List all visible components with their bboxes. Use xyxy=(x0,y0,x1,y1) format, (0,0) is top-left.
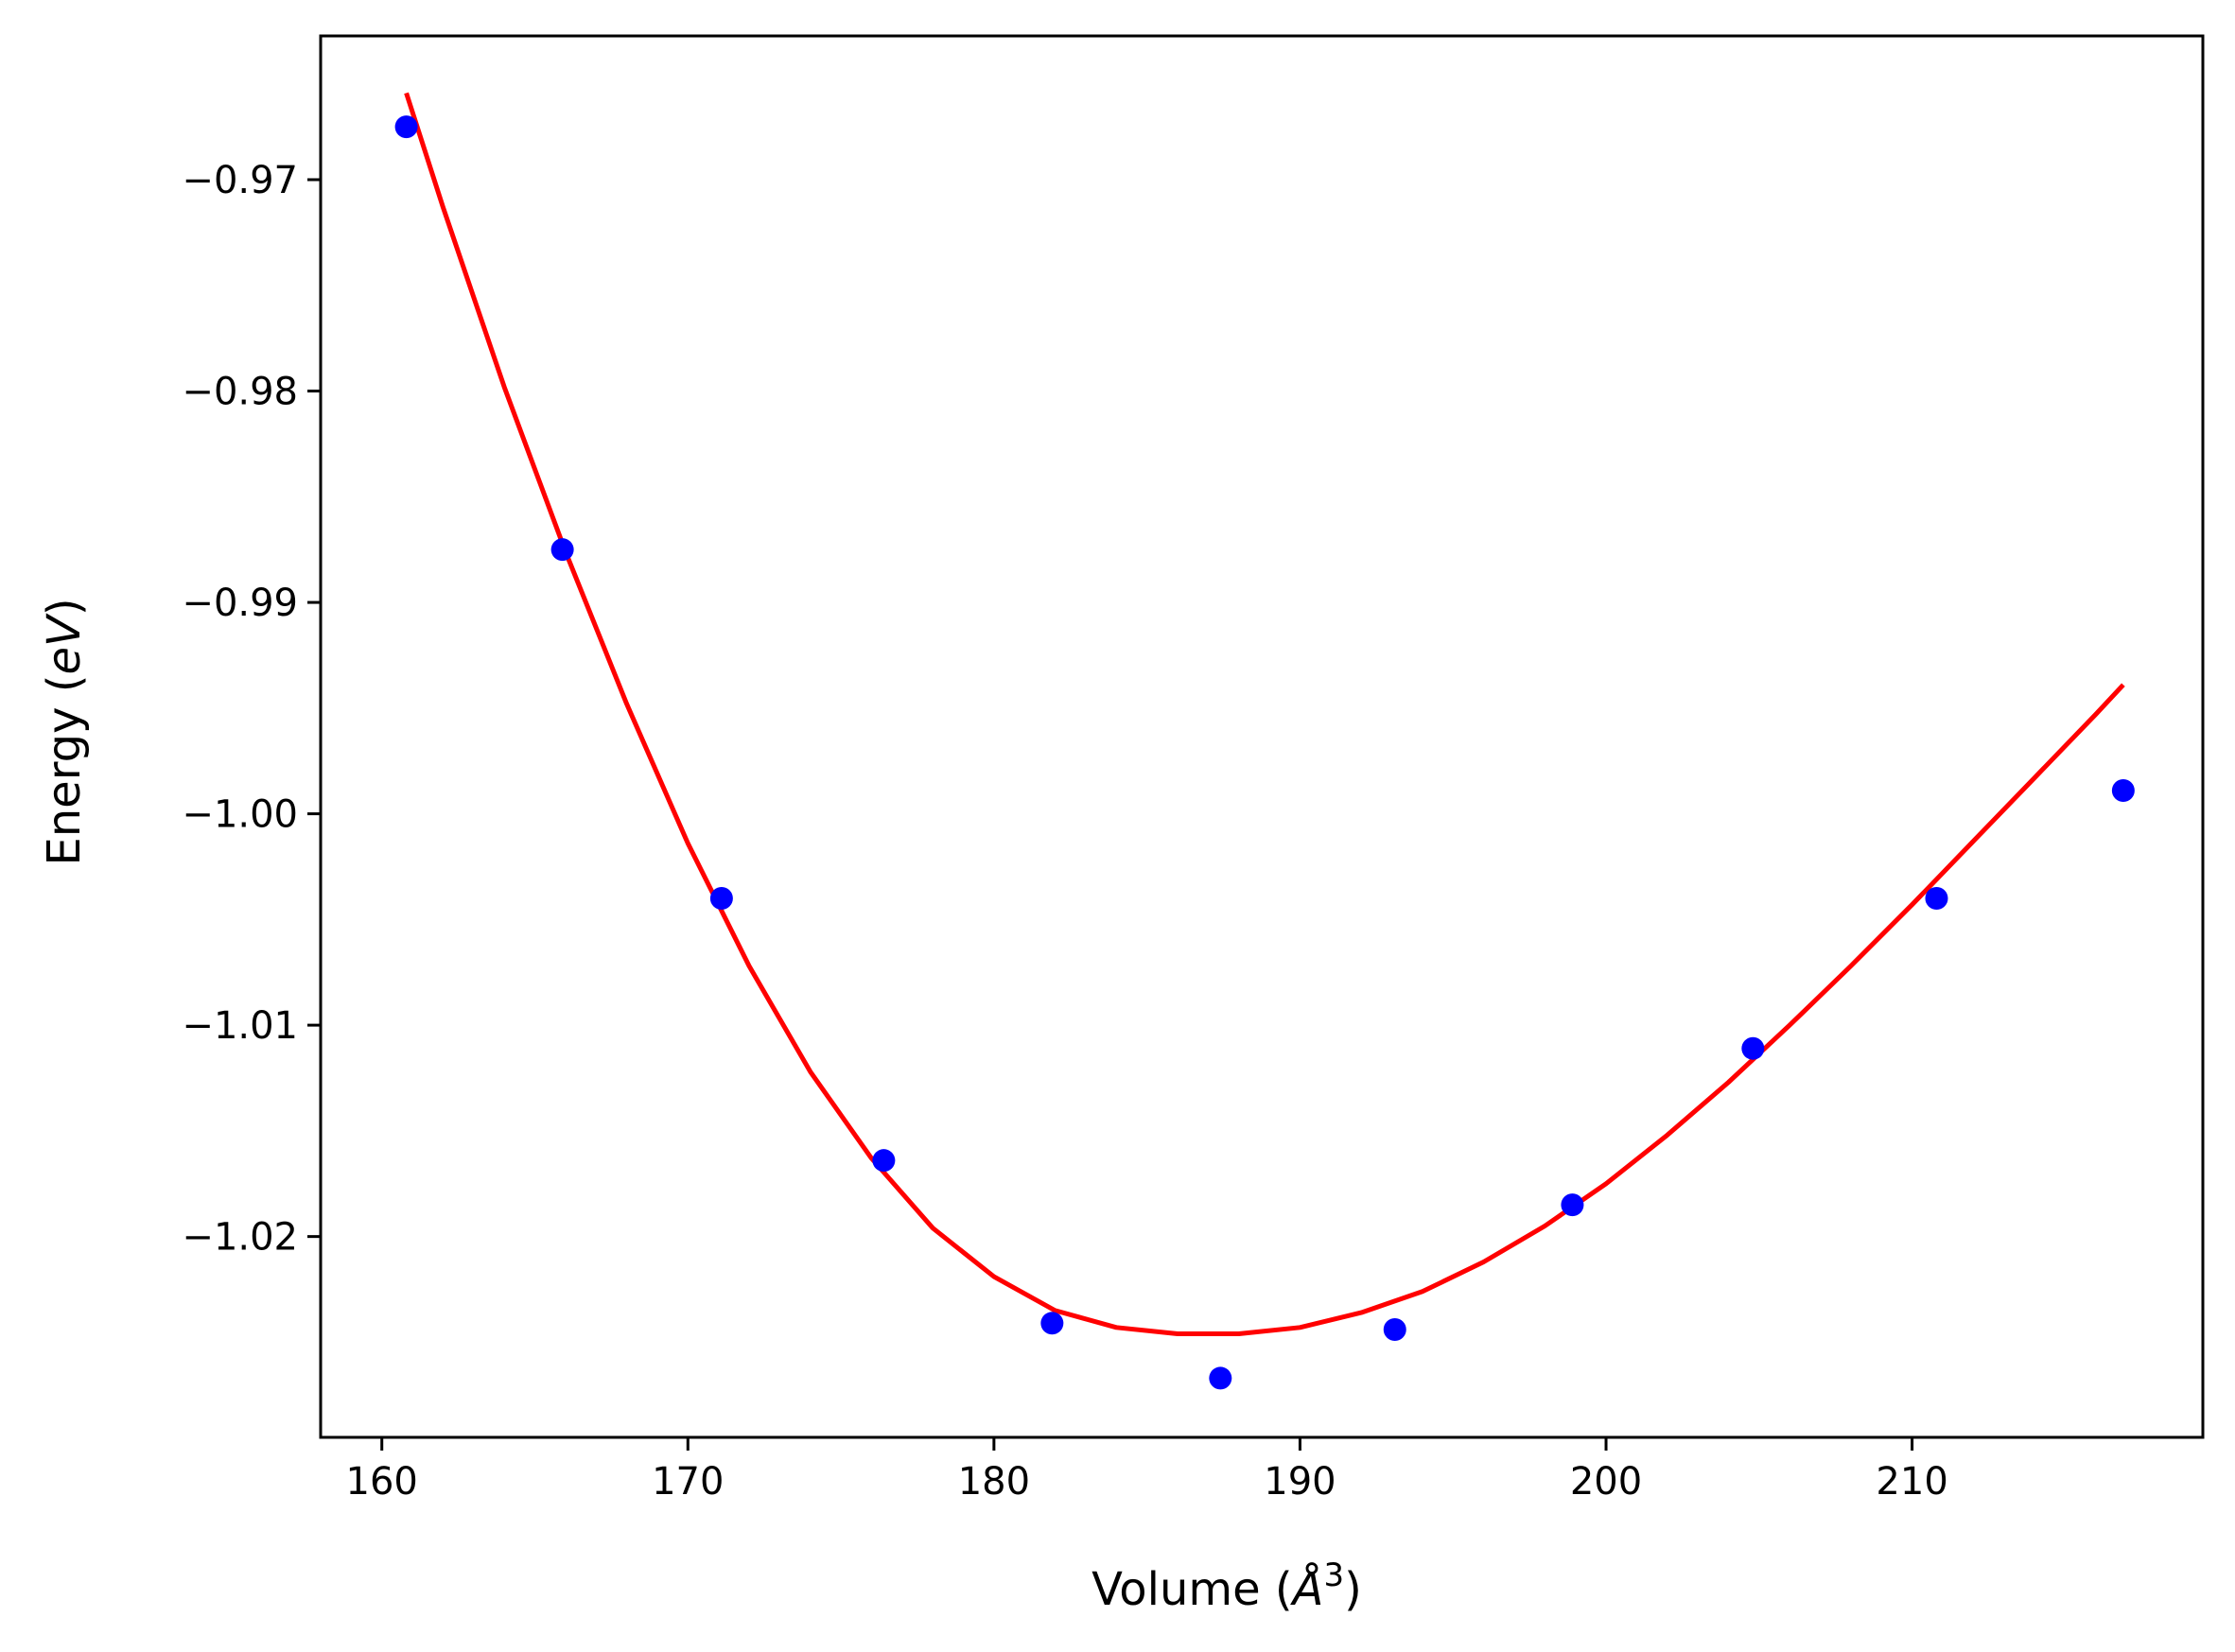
x-axis-ticks: 160 170 180 190 200 210 xyxy=(346,1437,1948,1504)
data-point xyxy=(550,538,574,562)
data-point xyxy=(1561,1193,1584,1217)
y-axis-label: Energy (eV) xyxy=(38,598,91,865)
y-tick-label: −1.01 xyxy=(182,1004,298,1048)
x-axis-label: Volume (Å3) xyxy=(1091,1556,1362,1616)
y-tick-label: −1.00 xyxy=(182,793,298,837)
data-point xyxy=(1040,1312,1064,1335)
data-point xyxy=(2111,779,2135,802)
x-tick-label: 170 xyxy=(652,1460,724,1504)
data-point xyxy=(1209,1366,1232,1390)
y-tick-label: −0.99 xyxy=(182,582,298,625)
data-point xyxy=(1741,1036,1765,1060)
x-tick-label: 190 xyxy=(1264,1460,1336,1504)
x-axis-label-power: 3 xyxy=(1323,1556,1344,1594)
y-tick-label: −0.98 xyxy=(182,371,298,414)
data-point xyxy=(709,887,733,910)
x-tick-label: 180 xyxy=(958,1460,1030,1504)
data-point xyxy=(872,1149,896,1173)
x-axis-label-symbol: Å xyxy=(1290,1562,1324,1616)
y-tick-label: −0.97 xyxy=(182,159,298,202)
plot-frame xyxy=(319,34,2205,1439)
x-tick-label: 160 xyxy=(346,1460,418,1504)
y-axis-label-prefix: Energy ( xyxy=(38,675,91,866)
x-axis-label-prefix: Volume ( xyxy=(1091,1563,1293,1616)
fit-curve xyxy=(404,92,2125,1336)
data-point xyxy=(1383,1318,1406,1341)
x-axis-label-suffix: ) xyxy=(1344,1563,1362,1616)
y-axis-ticks: −0.97 −0.98 −0.99 −1.00 −1.01 −1.02 xyxy=(182,159,321,1260)
data-point xyxy=(1925,887,1948,910)
data-points-layer xyxy=(394,115,2135,1390)
fit-curve-layer xyxy=(404,92,2125,1336)
y-axis-label-unit: eV xyxy=(38,613,91,675)
x-tick-label: 200 xyxy=(1570,1460,1642,1504)
x-tick-label: 210 xyxy=(1876,1460,1947,1504)
y-tick-label: −1.02 xyxy=(182,1216,298,1260)
data-point xyxy=(394,115,418,139)
y-axis-label-suffix: ) xyxy=(38,598,91,616)
